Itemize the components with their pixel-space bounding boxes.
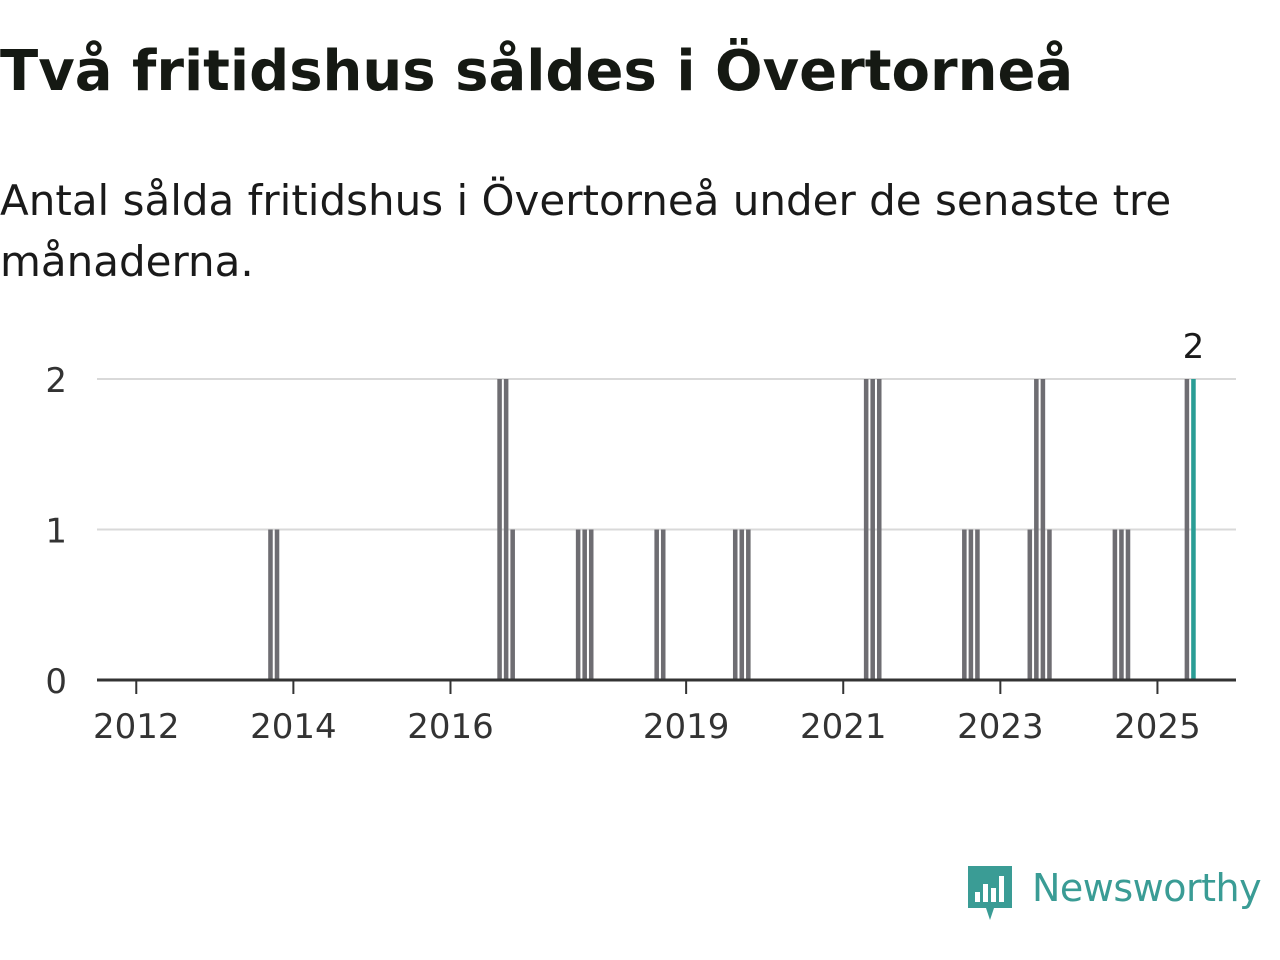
bar bbox=[268, 529, 273, 680]
x-tick-label: 2023 bbox=[957, 707, 1044, 747]
newsworthy-chart-bubble-icon bbox=[968, 866, 1012, 920]
bar bbox=[968, 529, 974, 680]
bar bbox=[274, 529, 280, 680]
bar bbox=[1034, 379, 1039, 680]
bar bbox=[870, 379, 875, 680]
bar bbox=[1027, 529, 1033, 680]
x-tick-label: 2014 bbox=[250, 707, 337, 747]
bar bbox=[1040, 379, 1046, 680]
y-tick-label: 0 bbox=[45, 662, 67, 702]
x-tick-label: 2019 bbox=[643, 707, 730, 747]
bar bbox=[654, 529, 659, 680]
highlight-data-label: 2 bbox=[1183, 327, 1205, 367]
bar bbox=[962, 529, 967, 680]
newsworthy-logo: Newsworthy bbox=[964, 862, 1262, 926]
chart-subtitle: Antal sålda fritidshus i Övertorneå unde… bbox=[0, 176, 1172, 286]
bar bbox=[497, 379, 502, 680]
bar bbox=[1112, 529, 1118, 680]
y-tick-label: 1 bbox=[45, 512, 67, 552]
x-tick-label: 2021 bbox=[800, 707, 887, 747]
bar bbox=[1047, 529, 1052, 680]
y-tick-label: 2 bbox=[45, 361, 67, 401]
bar bbox=[503, 379, 509, 680]
bar bbox=[575, 529, 581, 680]
bar bbox=[863, 379, 869, 680]
bar bbox=[660, 529, 666, 680]
x-tick-label: 2012 bbox=[93, 707, 180, 747]
x-tick-label: 2016 bbox=[407, 707, 494, 747]
bar bbox=[739, 529, 745, 680]
chart-title: Två fritidshus såldes i Övertorneå bbox=[0, 39, 1074, 104]
x-tick-label: 2025 bbox=[1114, 707, 1201, 747]
bar bbox=[588, 529, 594, 680]
highlight-bar bbox=[1191, 379, 1196, 680]
bar bbox=[1125, 529, 1131, 680]
bar bbox=[1184, 379, 1190, 680]
bar bbox=[510, 529, 515, 680]
bar bbox=[746, 529, 751, 680]
bar bbox=[582, 529, 587, 680]
bar bbox=[975, 529, 980, 680]
bar bbox=[1119, 529, 1124, 680]
bar bbox=[732, 529, 738, 680]
brand-name: Newsworthy bbox=[1032, 866, 1262, 910]
bar bbox=[876, 379, 882, 680]
